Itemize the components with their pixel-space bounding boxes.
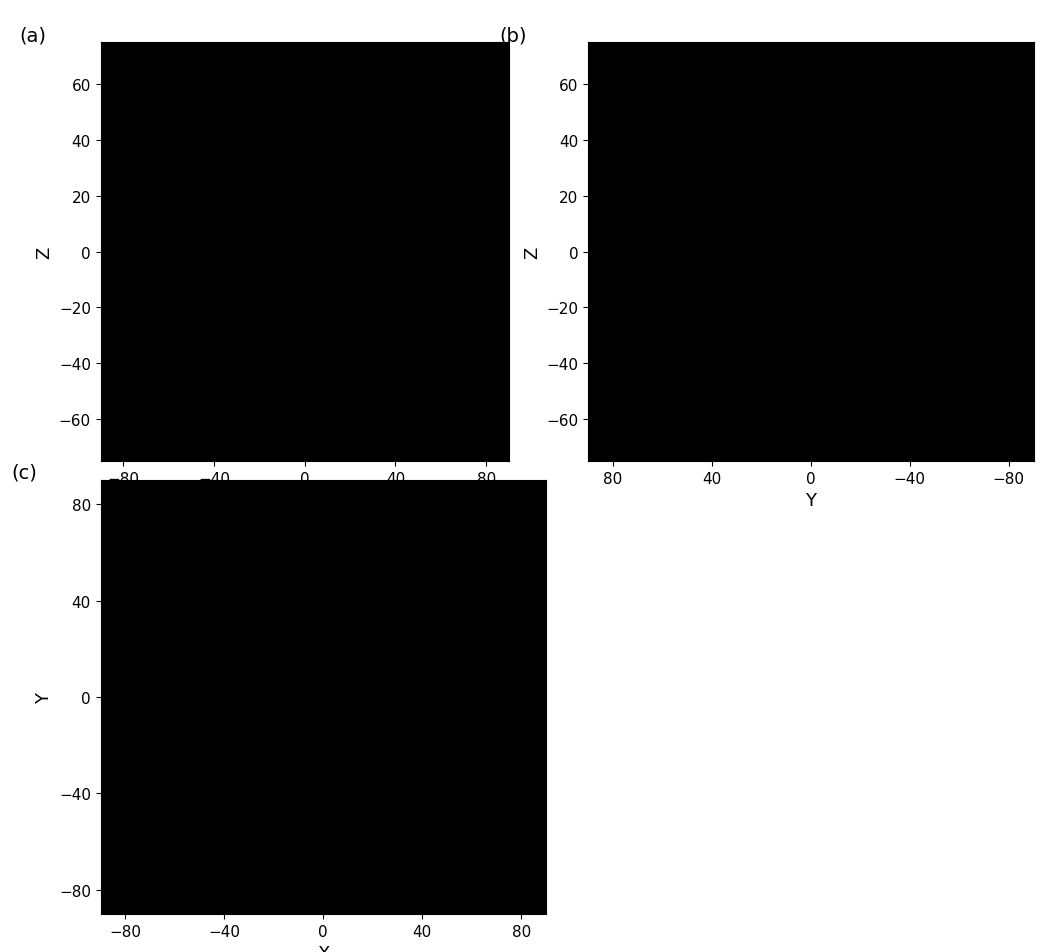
Text: (a): (a): [19, 26, 46, 45]
X-axis label: X: X: [299, 492, 311, 510]
Y-axis label: Y: Y: [35, 692, 53, 703]
X-axis label: Y: Y: [806, 492, 816, 510]
Text: (b): (b): [499, 26, 527, 45]
X-axis label: X: X: [317, 944, 330, 952]
Y-axis label: Z: Z: [523, 247, 541, 258]
Text: (c): (c): [12, 464, 37, 483]
Y-axis label: Z: Z: [35, 247, 53, 258]
